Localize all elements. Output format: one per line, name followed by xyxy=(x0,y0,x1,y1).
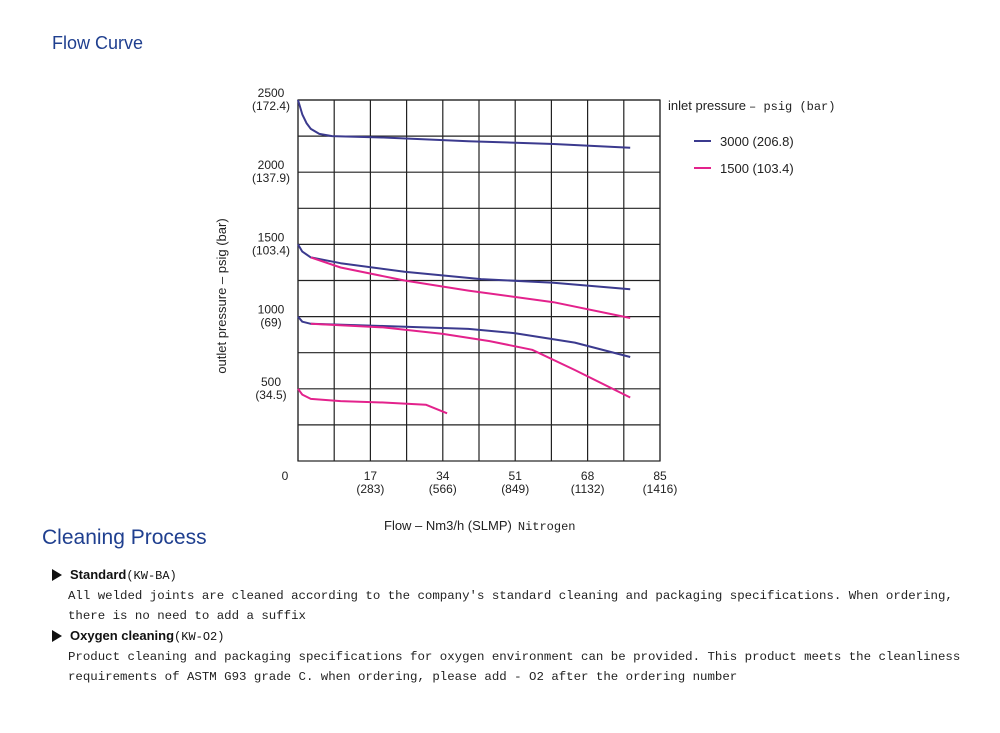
x-tick-label: 0 xyxy=(282,469,289,483)
curve xyxy=(297,99,631,149)
item-code: (KW-O2) xyxy=(174,630,225,644)
y-tick-label: 1500 (103.4) xyxy=(252,230,290,257)
x-axis-label-gas: Nitrogen xyxy=(518,520,576,534)
curve xyxy=(310,256,631,319)
page-title: Flow Curve xyxy=(52,33,144,53)
legend-title: inlet pressure – psig (bar) xyxy=(668,98,835,114)
legend-title-main: inlet pressure xyxy=(668,98,746,113)
x-tick-label: 68 (1132) xyxy=(571,469,605,496)
cleaning-item: Oxygen cleaning(KW-O2) Product cleaning … xyxy=(52,628,992,687)
item-name: Standard xyxy=(70,567,127,582)
item-title: Standard(KW-BA) xyxy=(70,567,992,583)
legend-label: 3000 (206.8) xyxy=(720,134,794,149)
bullet xyxy=(52,569,62,581)
item-code: (KW-BA) xyxy=(126,569,177,583)
curve xyxy=(297,315,631,358)
bullet xyxy=(52,630,62,642)
chart: 0 17 (283) 34 (566) 51 (849) 68 (1132) 85 (1416) 50… xyxy=(214,86,835,534)
item-title: Oxygen cleaning(KW-O2) xyxy=(70,628,992,644)
y-tick-label: 2000 (137.9) xyxy=(252,158,290,185)
item-text: All welded joints are cleaned according … xyxy=(68,589,953,623)
legend-title-unit: – psig (bar) xyxy=(749,100,835,114)
cleaning-item: Standard(KW-BA) All welded joints are cl… xyxy=(52,567,992,626)
item-name: Oxygen cleaning xyxy=(70,628,175,643)
x-tick-label: 51 (849) xyxy=(501,469,529,496)
y-tick-label: 500 (34.5) xyxy=(255,375,286,402)
item-text: Product cleaning and packaging specifica… xyxy=(68,650,961,684)
curve xyxy=(297,388,448,415)
y-tick-label: 2500 (172.4) xyxy=(252,86,290,113)
x-tick-label: 85 (1416) xyxy=(643,469,678,496)
x-tick-label: 34 (566) xyxy=(429,469,457,496)
x-axis-label-main: Flow – Nm3/h (SLMP) xyxy=(384,518,512,533)
curve xyxy=(297,243,631,291)
y-tick-label: 1000 (69) xyxy=(258,303,285,330)
y-axis-label: outlet pressure – psig (bar) xyxy=(214,218,229,373)
section-title: Cleaning Process xyxy=(42,526,207,549)
curve xyxy=(310,322,631,399)
x-axis-label: Flow – Nm3/h (SLMP) Nitrogen xyxy=(384,518,575,534)
legend-label: 1500 (103.4) xyxy=(720,161,794,176)
x-tick-label: 17 (283) xyxy=(356,469,384,496)
